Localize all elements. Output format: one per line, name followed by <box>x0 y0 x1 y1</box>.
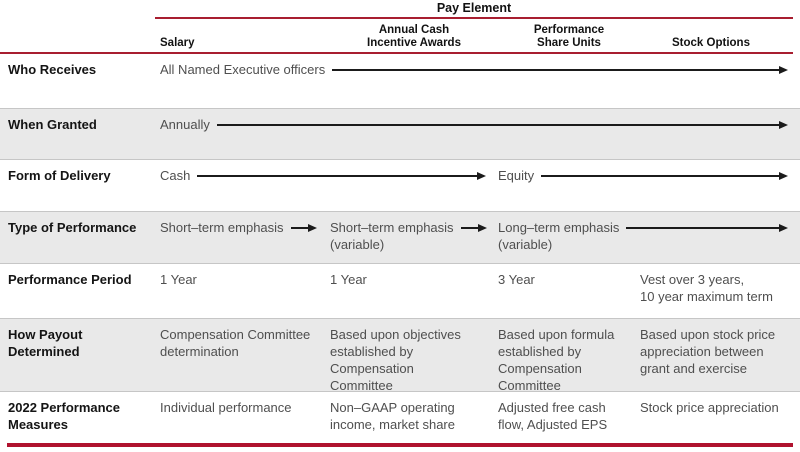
cell-psu: Adjusted free cash flow, Adjusted EPS <box>498 400 608 432</box>
cell-text: Long–term emphasis <box>498 220 620 235</box>
cell-salary: Compensation Committee determination <box>160 327 311 359</box>
bottom-accent-bar <box>7 443 793 447</box>
cell-text: All Named Executive officers <box>160 62 326 77</box>
cell-psu: Long–term emphasis (variable) <box>498 219 800 263</box>
cell-stock-options: Based upon stock price appreciation betw… <box>640 327 776 376</box>
cell-stock-options: Stock price appreciation <box>640 400 779 415</box>
right-arrow <box>216 116 788 133</box>
row-label: When Granted <box>8 117 97 132</box>
arrow-head <box>477 171 486 180</box>
arrow-line <box>332 68 779 71</box>
column-header-stock-options: Stock Options <box>672 36 750 49</box>
cell-salary: Individual performance <box>160 400 292 415</box>
right-arrow <box>332 61 788 78</box>
arrow-line <box>626 226 779 229</box>
cell-text: Short–term emphasis <box>330 220 454 235</box>
header-top-rule <box>155 17 793 19</box>
cell-annual-cash: Non–GAAP operating income, market share <box>330 400 455 432</box>
right-arrow <box>197 167 486 184</box>
cell-salary: 1 Year <box>160 272 197 287</box>
table-title: Pay Element <box>436 1 512 15</box>
column-header-psu: Performance Share Units <box>533 24 605 49</box>
row-who-receives: Who Receives All Named Executive officer… <box>0 54 800 108</box>
right-arrow <box>460 219 487 236</box>
arrow-head <box>779 120 788 129</box>
row-label: Who Receives <box>8 62 97 77</box>
right-arrow <box>626 219 788 236</box>
cell-text: Annually <box>160 117 210 132</box>
arrow-head <box>779 65 788 74</box>
row-how-payout-determined: How Payout Determined Compensation Commi… <box>0 318 800 393</box>
arrow-head <box>779 223 788 232</box>
arrow-line <box>541 174 779 177</box>
arrow-line <box>197 174 477 177</box>
cell-psu: 3 Year <box>498 272 535 287</box>
arrow-head <box>307 223 317 232</box>
arrow-line <box>460 226 478 229</box>
row-label: Performance Period <box>8 272 132 287</box>
row-2022-performance-measures: 2022 Performance Measures Individual per… <box>0 392 800 441</box>
cell-all-columns: Annually <box>160 116 800 159</box>
row-label: Form of Delivery <box>8 168 111 183</box>
cell-text: Equity <box>498 168 535 183</box>
cell-note: (variable) <box>330 237 385 252</box>
arrow-line <box>216 123 779 126</box>
row-when-granted: When Granted Annually <box>0 108 800 160</box>
cell-cash: Cash <box>160 167 498 211</box>
row-label: 2022 Performance Measures <box>8 400 121 432</box>
right-arrow <box>541 167 788 184</box>
cell-annual-cash: Based upon objectives established by Com… <box>330 327 461 393</box>
cell-annual-cash: 1 Year <box>330 272 367 287</box>
cell-text: Short–term emphasis <box>160 220 284 235</box>
cell-all-columns: All Named Executive officers <box>160 61 800 108</box>
column-header-row: Salary Annual Cash Incentive Awards Perf… <box>0 19 800 52</box>
cell-stock-options: Vest over 3 years, 10 year maximum term <box>640 272 773 304</box>
column-header-annual-cash: Annual Cash Incentive Awards <box>367 24 461 49</box>
arrow-head <box>779 171 788 180</box>
right-arrow <box>290 219 317 236</box>
row-label: Type of Performance <box>8 220 137 235</box>
cell-salary: Short–term emphasis <box>160 219 330 263</box>
column-header-salary: Salary <box>160 36 195 49</box>
cell-note: (variable) <box>498 237 553 252</box>
cell-text: Cash <box>160 168 191 183</box>
arrow-head <box>477 223 487 232</box>
row-label: How Payout Determined <box>8 327 83 359</box>
arrow-line <box>290 226 308 229</box>
header-bottom-rule <box>0 52 793 54</box>
cell-annual-cash: Short–term emphasis (variable) <box>330 219 498 263</box>
row-type-of-performance: Type of Performance Short–term emphasis … <box>0 211 800 264</box>
row-form-of-delivery: Form of Delivery Cash Equity <box>0 160 800 211</box>
cell-equity: Equity <box>498 167 800 211</box>
cell-psu: Based upon formula established by Compen… <box>498 327 615 393</box>
row-performance-period: Performance Period 1 Year 1 Year 3 Year … <box>0 264 800 318</box>
